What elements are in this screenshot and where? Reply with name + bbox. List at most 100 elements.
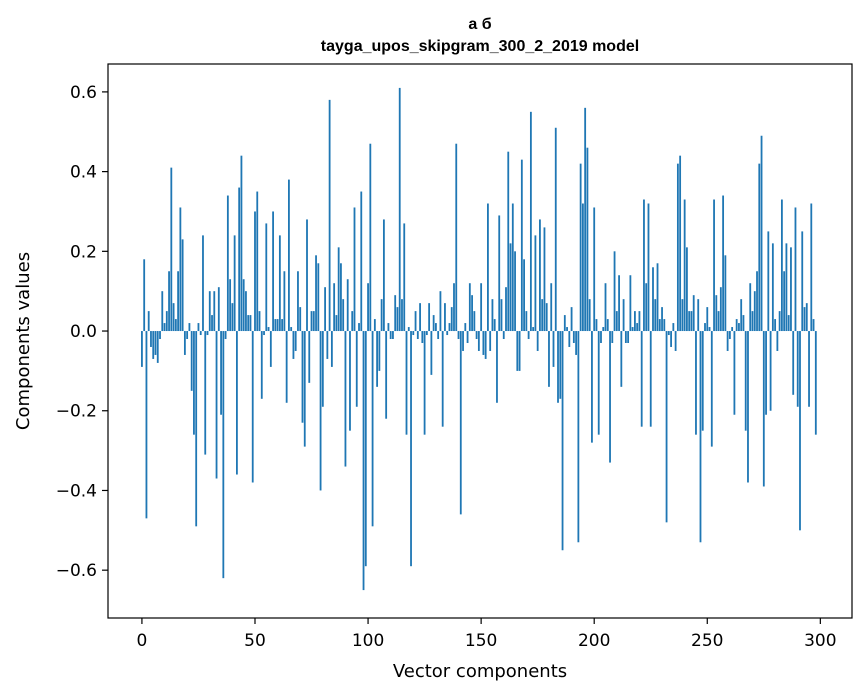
bar-134 bbox=[444, 303, 446, 332]
bar-3 bbox=[147, 311, 150, 332]
bar-229 bbox=[658, 319, 661, 332]
bar-242 bbox=[688, 311, 691, 332]
bar-91 bbox=[346, 279, 349, 332]
bar-84 bbox=[330, 331, 333, 367]
bar-238 bbox=[679, 155, 682, 332]
bar-101 bbox=[369, 143, 372, 332]
bar-40 bbox=[231, 303, 234, 332]
bar-221 bbox=[640, 331, 643, 427]
bar-74 bbox=[308, 331, 311, 383]
bar-138 bbox=[453, 283, 455, 332]
bar-233 bbox=[667, 331, 670, 336]
x-tick-label: 0 bbox=[137, 631, 148, 651]
bar-204 bbox=[602, 327, 605, 332]
bar-163 bbox=[509, 243, 512, 332]
bar-49 bbox=[251, 331, 254, 483]
bar-170 bbox=[525, 311, 528, 332]
bar-67 bbox=[292, 331, 295, 359]
bar-239 bbox=[681, 299, 684, 332]
bar-268 bbox=[747, 331, 749, 483]
y-tick-label: 0.2 bbox=[70, 242, 97, 262]
bar-93 bbox=[351, 311, 354, 332]
bar-210 bbox=[615, 311, 618, 332]
bar-276 bbox=[765, 331, 767, 415]
bar-253 bbox=[713, 199, 715, 332]
bar-102 bbox=[371, 331, 374, 527]
bar-52 bbox=[258, 311, 261, 332]
bar-248 bbox=[701, 331, 704, 431]
y-tick-label: −0.6 bbox=[56, 561, 97, 581]
bar-214 bbox=[624, 331, 627, 343]
bar-13 bbox=[170, 167, 173, 332]
bar-254 bbox=[715, 295, 718, 332]
bar-171 bbox=[527, 331, 530, 340]
bar-194 bbox=[579, 163, 582, 332]
bar-144 bbox=[466, 331, 469, 343]
bar-98 bbox=[362, 331, 365, 591]
bar-188 bbox=[566, 327, 568, 332]
bar-152 bbox=[484, 331, 487, 359]
bar-149 bbox=[477, 331, 480, 351]
bar-85 bbox=[333, 283, 336, 332]
bar-274 bbox=[760, 135, 763, 332]
bar-258 bbox=[724, 255, 727, 332]
bar-1 bbox=[143, 259, 146, 332]
bar-0 bbox=[141, 331, 143, 367]
bar-272 bbox=[756, 271, 758, 332]
bar-135 bbox=[446, 331, 449, 336]
bar-167 bbox=[518, 331, 521, 371]
bar-132 bbox=[439, 291, 442, 332]
bar-89 bbox=[342, 299, 345, 332]
bar-151 bbox=[482, 331, 485, 355]
bar-256 bbox=[719, 287, 722, 332]
bar-63 bbox=[283, 271, 286, 332]
bar-109 bbox=[387, 323, 390, 332]
bar-29 bbox=[206, 331, 209, 336]
bar-22 bbox=[190, 331, 193, 391]
bar-28 bbox=[204, 331, 207, 455]
bar-99 bbox=[364, 331, 367, 567]
bar-9 bbox=[161, 291, 164, 332]
bar-10 bbox=[163, 323, 166, 332]
bar-282 bbox=[778, 311, 781, 332]
bar-120 bbox=[412, 331, 415, 336]
bar-177 bbox=[541, 299, 544, 332]
bar-298 bbox=[814, 331, 817, 435]
bar-275 bbox=[762, 331, 765, 487]
bar-192 bbox=[575, 331, 578, 355]
bar-141 bbox=[459, 331, 462, 515]
bar-244 bbox=[692, 295, 695, 332]
y-tick-label: 0.4 bbox=[70, 163, 97, 183]
bar-90 bbox=[344, 331, 347, 467]
bar-161 bbox=[505, 287, 507, 332]
bar-227 bbox=[654, 299, 657, 332]
bar-284 bbox=[783, 271, 786, 332]
bar-11 bbox=[165, 311, 168, 332]
bar-295 bbox=[808, 331, 810, 407]
bar-187 bbox=[563, 315, 566, 332]
bar-127 bbox=[428, 303, 431, 332]
bar-183 bbox=[554, 127, 557, 332]
bar-145 bbox=[468, 283, 471, 332]
bar-223 bbox=[645, 283, 648, 332]
bar-119 bbox=[410, 331, 412, 567]
bar-207 bbox=[609, 331, 611, 463]
bar-173 bbox=[532, 327, 535, 332]
bar-231 bbox=[663, 319, 666, 332]
bar-78 bbox=[317, 263, 320, 332]
bar-240 bbox=[683, 199, 686, 332]
x-tick-label: 200 bbox=[578, 631, 610, 651]
bar-280 bbox=[774, 319, 777, 332]
bar-26 bbox=[199, 331, 202, 336]
bar-150 bbox=[480, 283, 483, 332]
bar-179 bbox=[545, 303, 548, 332]
bar-190 bbox=[570, 307, 573, 332]
bar-130 bbox=[435, 323, 437, 332]
bar-197 bbox=[586, 147, 589, 332]
bar-162 bbox=[507, 151, 510, 332]
bar-18 bbox=[181, 239, 184, 332]
bar-57 bbox=[269, 331, 272, 367]
bar-131 bbox=[437, 331, 440, 340]
y-tick-label: −0.2 bbox=[56, 402, 97, 422]
